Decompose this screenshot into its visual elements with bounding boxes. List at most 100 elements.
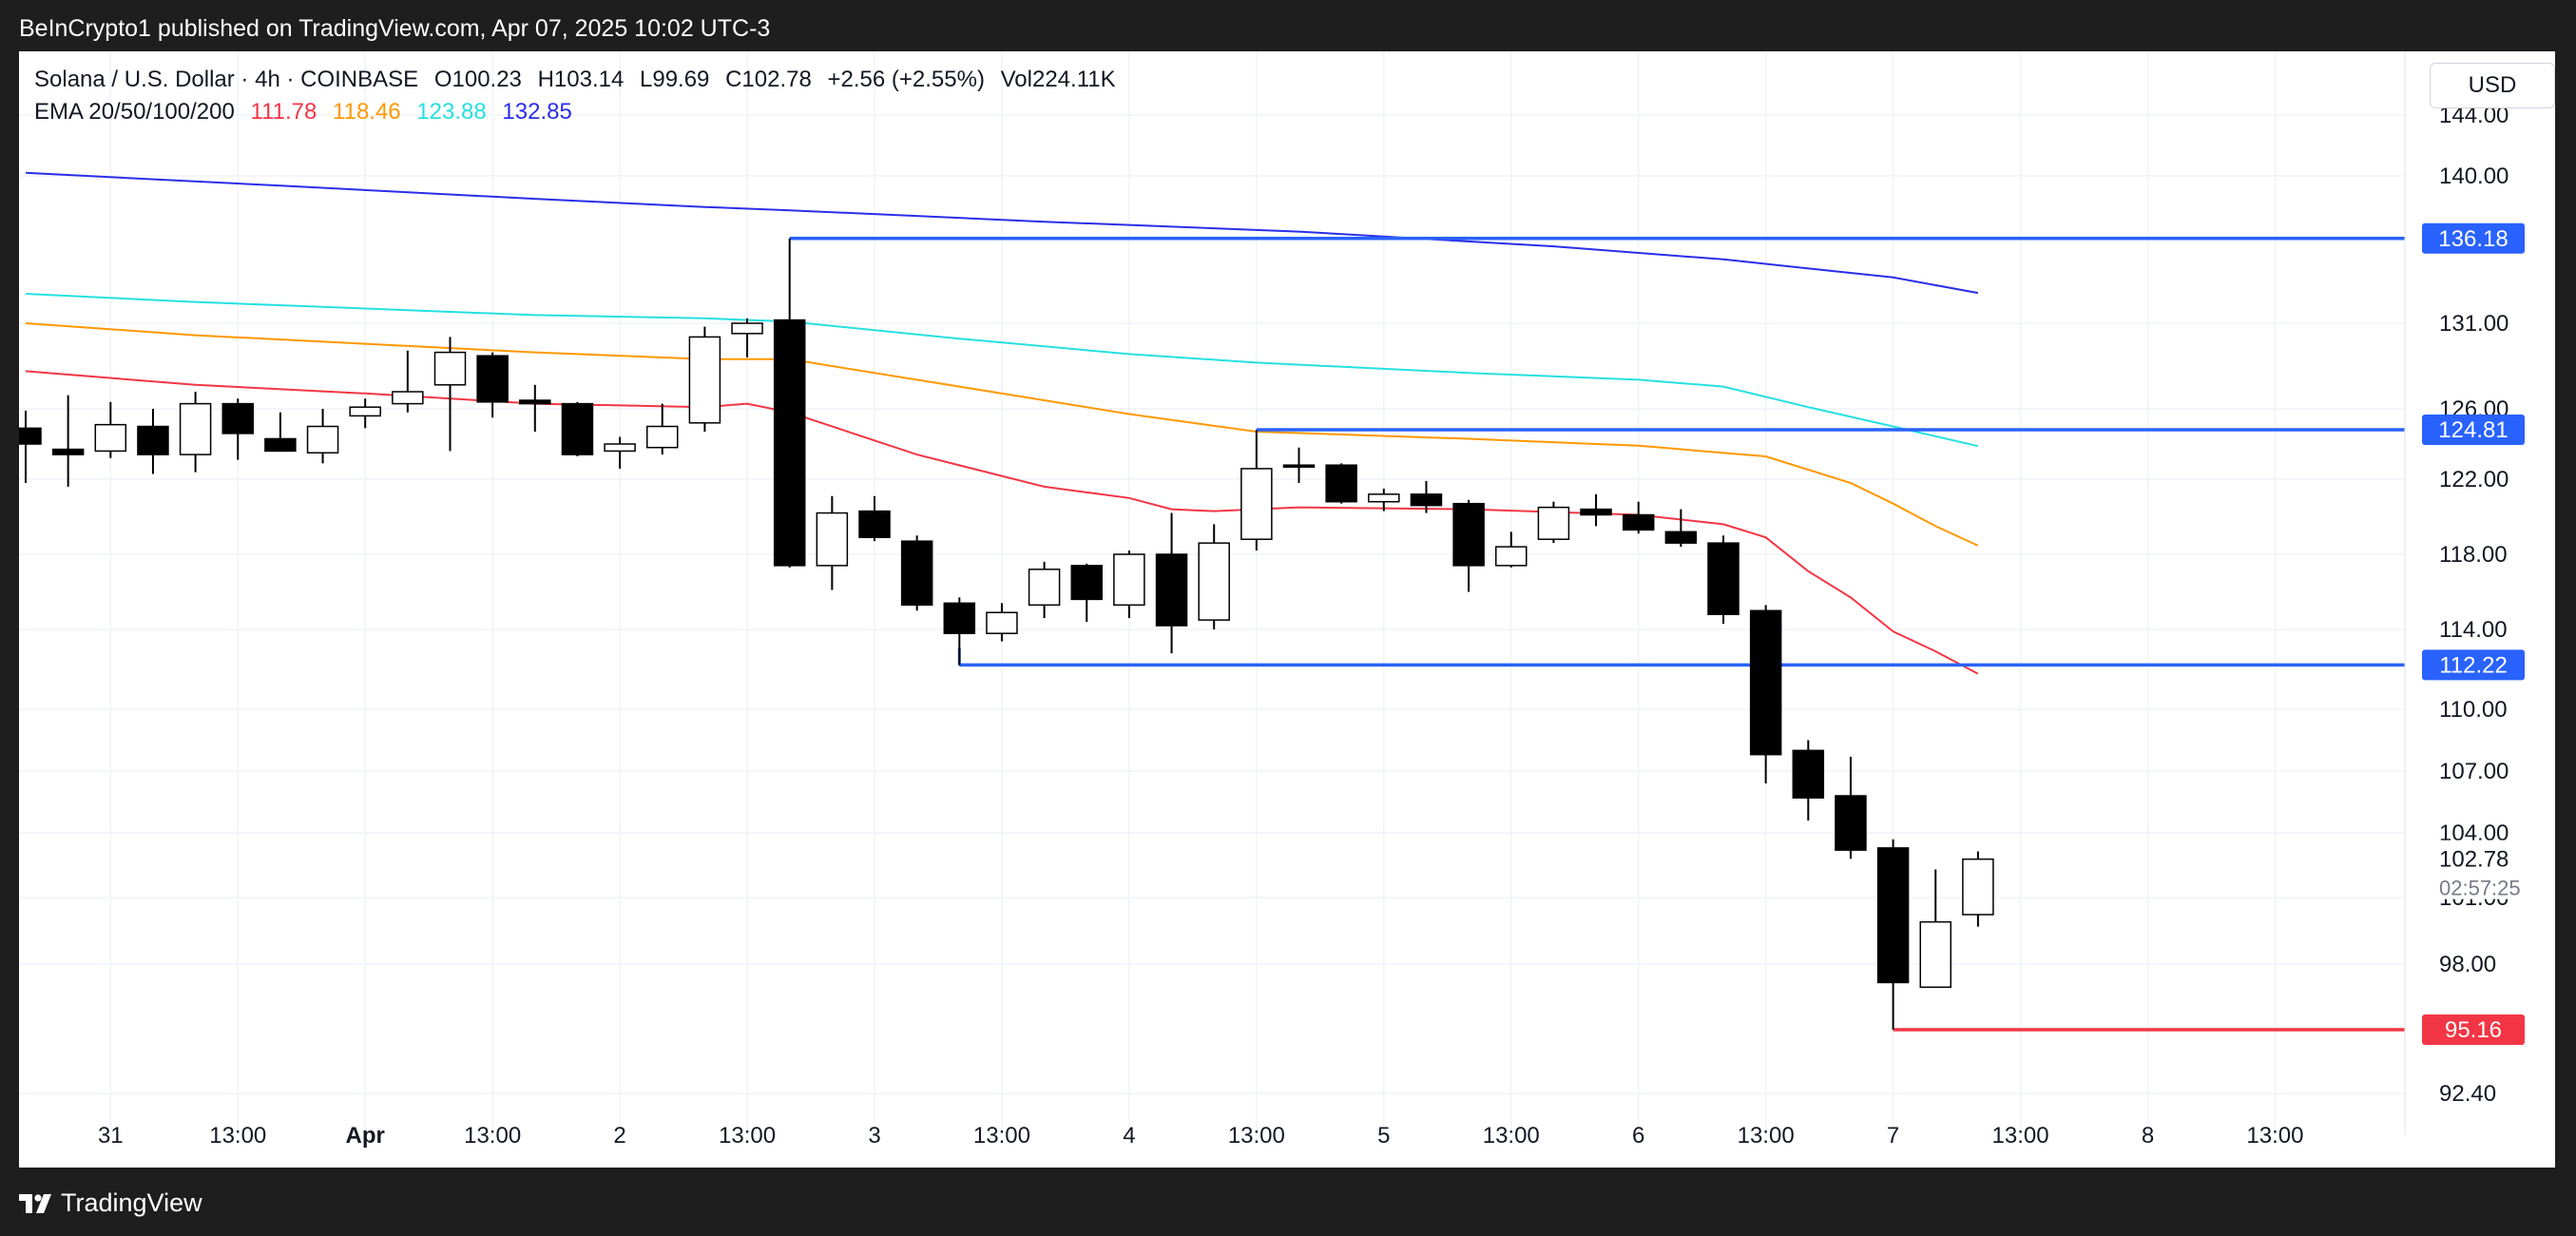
- last-price-label: 102.78: [2439, 847, 2509, 873]
- ema-line: [25, 293, 1979, 448]
- candle: [1368, 488, 1400, 512]
- tradingview-logo-icon: [19, 1193, 51, 1213]
- candle-body: [51, 448, 85, 455]
- candle-body: [604, 443, 636, 453]
- candle: [646, 403, 679, 455]
- candle-body: [179, 402, 212, 455]
- time-tick-label: 31: [98, 1123, 124, 1149]
- footer-bar: TradingView: [0, 1168, 2576, 1236]
- candle: [900, 535, 933, 611]
- price-chart[interactable]: 92.4098.00101.00104.00107.00110.00114.00…: [19, 51, 2555, 1168]
- bar-countdown: 02:57:25: [2439, 877, 2521, 900]
- candle-body: [94, 423, 127, 453]
- candle-body: [1410, 493, 1443, 507]
- candle-body: [688, 336, 721, 424]
- candle: [986, 603, 1018, 642]
- candle: [349, 398, 381, 429]
- publisher-text: BeInCrypto1 published on TradingView.com…: [19, 15, 771, 42]
- candle: [1749, 605, 1782, 783]
- candle-body: [816, 512, 849, 567]
- candle-body: [1835, 795, 1867, 851]
- candle-body: [646, 425, 679, 449]
- time-tick-label: 2: [613, 1123, 625, 1149]
- time-tick-label: 13:00: [719, 1123, 776, 1149]
- candle-body: [1792, 749, 1825, 799]
- time-tick-label: 13:00: [1483, 1123, 1540, 1149]
- time-tick-label: 13:00: [2246, 1123, 2303, 1149]
- candle-body: [943, 602, 976, 634]
- candle: [688, 326, 721, 433]
- symbol-legend: Solana / U.S. Dollar · 4h · COINBASE O10…: [34, 67, 1125, 93]
- candle: [1410, 480, 1443, 513]
- time-tick-label: 4: [1123, 1123, 1135, 1149]
- chart-panel[interactable]: 92.4098.00101.00104.00107.00110.00114.00…: [19, 51, 2555, 1168]
- candle-body: [1495, 546, 1528, 567]
- level-price-badge[interactable]: [2422, 1014, 2525, 1045]
- time-axis[interactable]: 31 13:00 Apr 13:00 2 13:00 3 13:00 4 13:00 5 13:00 6…: [19, 1123, 2555, 1168]
- candle: [137, 409, 169, 474]
- ema-200-value: 132.85: [502, 99, 572, 125]
- time-tick-label: 13:00: [1228, 1123, 1285, 1149]
- candle: [1113, 550, 1145, 619]
- time-axis-background: [19, 1135, 2555, 1168]
- candle-body: [1282, 464, 1316, 468]
- horizontal-levels[interactable]: [789, 237, 2405, 1032]
- ema-label[interactable]: EMA 20/50/100/200: [34, 99, 235, 125]
- candle-body: [986, 611, 1018, 634]
- candle-body: [1070, 565, 1103, 601]
- level-price-label: 112.22: [2439, 652, 2508, 678]
- candle: [433, 337, 467, 452]
- candle-body: [519, 399, 551, 405]
- candle: [1664, 509, 1698, 548]
- level-price-badge[interactable]: [2422, 649, 2525, 681]
- level-price-badge[interactable]: [2422, 222, 2525, 254]
- candle-body: [1452, 502, 1485, 567]
- candle-body: [1876, 847, 1910, 984]
- price-tick-label: 110.00: [2439, 697, 2508, 723]
- level-price-label: 95.16: [2445, 1017, 2502, 1043]
- candle-body: [561, 402, 594, 455]
- time-tick-label: 13:00: [1738, 1123, 1795, 1149]
- candle: [1835, 756, 1867, 859]
- time-tick-label: 13:00: [973, 1123, 1030, 1149]
- candle: [1198, 524, 1230, 629]
- candle: [51, 395, 85, 487]
- candle-body: [900, 540, 933, 607]
- candle: [858, 495, 891, 542]
- level-price-badge[interactable]: [2422, 415, 2525, 446]
- candle: [1580, 493, 1612, 527]
- time-tick-label: 8: [2142, 1123, 2154, 1149]
- candle-body: [19, 427, 42, 445]
- candle: [19, 410, 42, 483]
- candle-body: [392, 391, 424, 405]
- candle: [221, 398, 254, 460]
- level-price-label: 136.18: [2438, 226, 2508, 252]
- candle: [731, 318, 763, 357]
- ema-line: [25, 370, 1979, 675]
- candle: [1070, 563, 1103, 623]
- ohlc-open: O100.23: [433, 67, 522, 92]
- price-axis[interactable]: 92.4098.00101.00104.00107.00110.00114.00…: [2404, 51, 2555, 1168]
- candle: [476, 352, 509, 418]
- candle: [264, 412, 297, 453]
- time-tick-label: 6: [1632, 1123, 1644, 1149]
- candle: [1240, 430, 1273, 551]
- time-tick-label: Apr: [346, 1123, 385, 1149]
- candle: [519, 384, 551, 433]
- time-tick-label: 13:00: [209, 1123, 266, 1149]
- candle-body: [1919, 920, 1951, 989]
- price-tick-label: 118.00: [2439, 542, 2508, 568]
- candle-body: [1962, 858, 1994, 916]
- tradingview-logo[interactable]: TradingView: [19, 1188, 202, 1218]
- volume: Vol224.11K: [1000, 67, 1116, 92]
- candle: [1622, 501, 1655, 534]
- currency-button[interactable]: USD: [2430, 63, 2555, 108]
- candle: [1452, 499, 1485, 592]
- candle-body: [731, 322, 763, 335]
- candle: [1325, 463, 1357, 504]
- candle: [1919, 869, 1951, 989]
- price-change: +2.56 (+2.55%): [827, 67, 985, 92]
- symbol-title[interactable]: Solana / U.S. Dollar · 4h · COINBASE: [34, 67, 419, 92]
- candle-body: [1028, 569, 1061, 607]
- time-tick-label: 5: [1377, 1123, 1390, 1149]
